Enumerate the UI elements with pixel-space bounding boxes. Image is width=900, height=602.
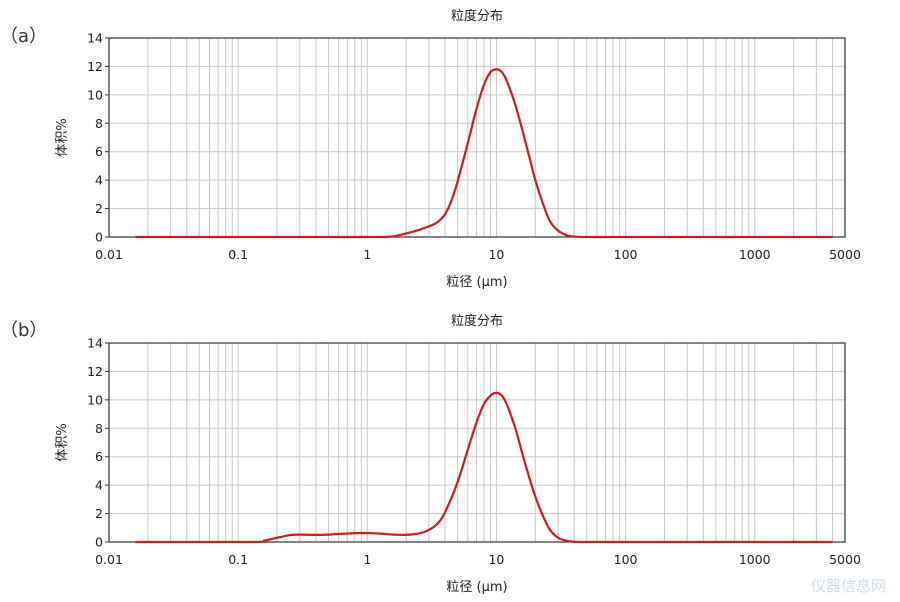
panel-a-xtick-label: 5000 bbox=[829, 247, 861, 262]
panel-a-xtick-label: 0.1 bbox=[228, 247, 248, 262]
panel-b-ytick-label: 4 bbox=[95, 478, 103, 493]
panel-b-xtick-label: 5000 bbox=[829, 552, 861, 567]
panel-a-ytick-label: 8 bbox=[95, 116, 103, 131]
panel-b-xtick-label: 0.01 bbox=[95, 552, 123, 567]
panel-a-xtick-label: 1 bbox=[363, 247, 371, 262]
watermark-logo: 仪器信息网 bbox=[810, 577, 886, 595]
panel-a-xtick-label: 1000 bbox=[739, 247, 771, 262]
panel-a-y-axis-label: 体积% bbox=[55, 118, 70, 156]
panel-b-y-axis-label: 体积% bbox=[55, 423, 70, 461]
panel-b-ytick-label: 12 bbox=[87, 364, 103, 379]
panel-b-xtick-label: 0.1 bbox=[228, 552, 248, 567]
panel-a-x-axis-label: 粒径 (μm) bbox=[446, 275, 507, 290]
panel-a-label: （a） bbox=[0, 26, 48, 47]
panel-a-ytick-label: 10 bbox=[87, 87, 103, 102]
panel-b-ytick-label: 8 bbox=[95, 421, 103, 436]
panel-a-xtick-label: 0.01 bbox=[95, 247, 123, 262]
panel-a-ytick-label: 12 bbox=[87, 59, 103, 74]
panel-a-ytick-label: 6 bbox=[95, 144, 103, 159]
panel-b-xtick-label: 1000 bbox=[739, 552, 771, 567]
panel-b-ytick-label: 6 bbox=[95, 449, 103, 464]
panel-b-ytick-label: 0 bbox=[95, 535, 103, 550]
panel-b-ytick-label: 2 bbox=[95, 506, 103, 521]
panel-a-ytick-label: 2 bbox=[95, 201, 103, 216]
panel-b-chart-title: 粒度分布 bbox=[451, 313, 503, 329]
panel-b-x-axis-label: 粒径 (μm) bbox=[446, 580, 507, 595]
panel-a-ytick-label: 14 bbox=[87, 31, 103, 46]
panel-b-xtick-label: 1 bbox=[363, 552, 371, 567]
panel-a-chart-title: 粒度分布 bbox=[451, 8, 503, 24]
panel-b-series-line-0 bbox=[135, 391, 833, 544]
panel-a-xtick-label: 100 bbox=[614, 247, 638, 262]
panel-a-ytick-label: 0 bbox=[95, 230, 103, 245]
panel-b-xtick-label: 10 bbox=[488, 552, 504, 567]
panel-b-plot-frame bbox=[108, 342, 846, 543]
panel-a-xtick-label: 10 bbox=[488, 247, 504, 262]
panel-a-series-line-0 bbox=[135, 68, 833, 239]
panel-b-label: （b） bbox=[0, 320, 48, 341]
panel-b-xtick-label: 100 bbox=[614, 552, 638, 567]
panel-a-ytick-label: 4 bbox=[95, 173, 103, 188]
panel-a-plot-frame bbox=[108, 37, 846, 238]
panel-b-ytick-label: 14 bbox=[87, 336, 103, 351]
panel-b-ytick-label: 10 bbox=[87, 392, 103, 407]
